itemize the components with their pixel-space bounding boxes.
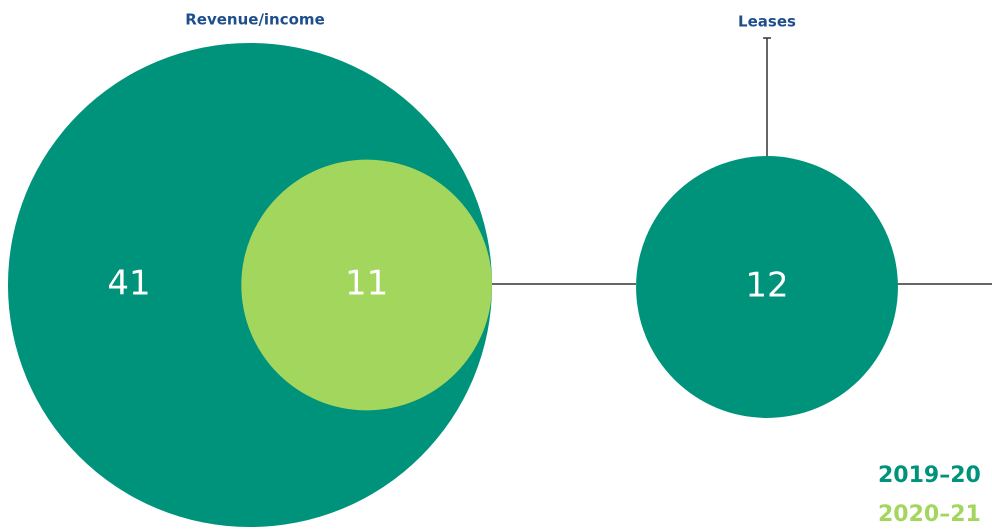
category-label: Leases <box>738 13 796 31</box>
legend-label: 2020–21 <box>878 502 981 527</box>
value-label: 11 <box>345 264 388 304</box>
legend-label: 2019–20 <box>878 463 981 488</box>
category-label: Revenue/income <box>185 11 325 29</box>
bubble <box>636 156 898 418</box>
value-label: 12 <box>745 266 788 306</box>
bubble <box>241 159 493 411</box>
value-label: 41 <box>107 264 150 304</box>
